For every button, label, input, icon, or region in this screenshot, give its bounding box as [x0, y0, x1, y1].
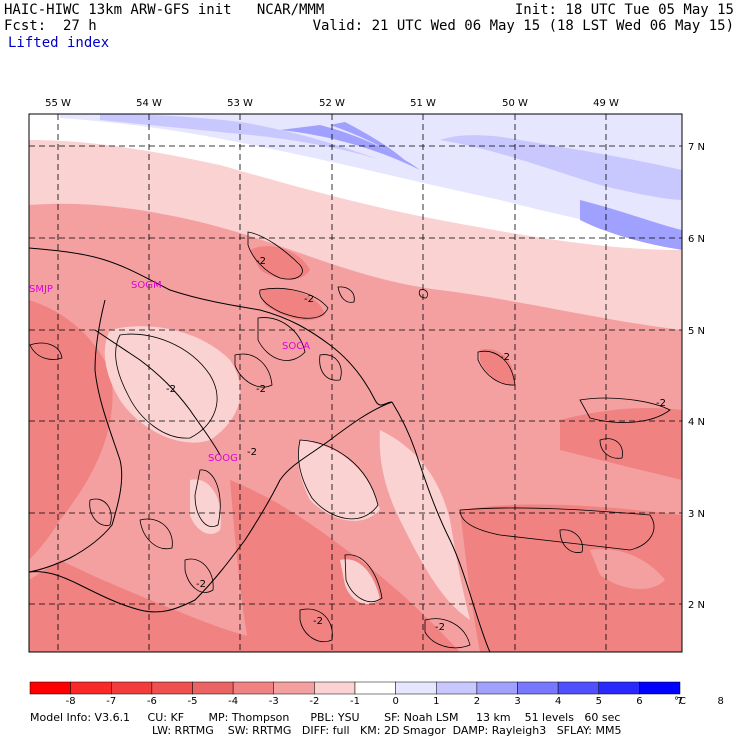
colorbar-tick-label: 8 — [717, 696, 723, 707]
borders — [29, 247, 491, 652]
station-smjp: SMJP — [29, 284, 53, 295]
colorbar-tick-label: 1 — [433, 696, 439, 707]
colorbar-tick-label: 5 — [596, 696, 602, 707]
colorbar-swatch — [70, 681, 112, 695]
colorbar-swatch — [557, 681, 599, 695]
colorbar-unit: °C — [674, 696, 686, 707]
lat-label: 5 N — [688, 326, 705, 337]
contour-label: -2 — [656, 398, 666, 409]
lat-lon-grid — [29, 114, 682, 652]
header-title: HAIC-HIWC 13km ARW-GFS init NCAR/MMM — [4, 2, 325, 18]
colorbar-swatch — [639, 681, 681, 695]
forecast-hour: Fcst: 27 h — [4, 18, 97, 34]
colorbar-swatch — [476, 681, 518, 695]
lon-label: 51 W — [410, 98, 436, 109]
model-info-line2: LW: RRTMG SW: RRTMG DIFF: full KM: 2D Sm… — [152, 724, 622, 737]
lat-label: 7 N — [688, 142, 705, 153]
contour-label: -2 — [247, 447, 257, 458]
lon-label: 53 W — [227, 98, 253, 109]
colorbar-swatch — [273, 681, 315, 695]
lon-label: 54 W — [136, 98, 162, 109]
contour-label: -2 — [313, 616, 323, 627]
lat-label: 4 N — [688, 417, 705, 428]
lon-label: 49 W — [593, 98, 619, 109]
colorbar-tick-label: 3 — [514, 696, 520, 707]
colorbar-swatch — [29, 681, 71, 695]
colorbar-tick-label: -2 — [309, 696, 319, 707]
contour-label: -2 — [256, 256, 266, 267]
colorbar-tick-label: -6 — [147, 696, 157, 707]
colorbar-swatch — [395, 681, 437, 695]
colorbar-swatch — [232, 681, 274, 695]
colorbar-tick-label: 6 — [636, 696, 642, 707]
lifted-index-field — [29, 114, 682, 652]
contour-label: -2 — [500, 352, 510, 363]
colorbar-swatch — [111, 681, 153, 695]
lon-label: 52 W — [319, 98, 345, 109]
colorbar-tick-label: 7 — [677, 696, 683, 707]
colorbar-swatch — [598, 681, 640, 695]
colorbar-tick-label: 4 — [555, 696, 561, 707]
valid-time: Valid: 21 UTC Wed 06 May 15 (18 LST Wed … — [312, 18, 734, 34]
lat-label: 2 N — [688, 600, 705, 611]
lat-labels: 7 N 6 N 5 N 4 N 3 N 2 N — [688, 142, 705, 611]
station-soca: SOCA — [282, 341, 310, 352]
lon-label: 50 W — [502, 98, 528, 109]
station-sogm: SOGM — [131, 280, 162, 291]
colorbar-swatch — [436, 681, 478, 695]
colorbar-tick-label: -4 — [228, 696, 238, 707]
contour-label: -2 — [166, 384, 176, 395]
colorbar-tick-label: -1 — [350, 696, 360, 707]
contour-label: -2 — [435, 622, 445, 633]
colorbar-tick-label: 0 — [392, 696, 398, 707]
stations: SMJP SOGM SOCA SOOG — [29, 280, 310, 464]
colorbar-swatch — [517, 681, 559, 695]
model-info-line1: Model Info: V3.6.1 CU: KF MP: Thompson P… — [30, 711, 621, 724]
contour-labels: -2 -2 -2 -2 -2 -2 -2 -2 -2 -2 — [166, 256, 666, 633]
contour-label: -2 — [256, 384, 266, 395]
colorbar-ticks: -8 -7 -6 -5 -4 -3 -2 -1 0 1 2 3 4 5 6 7 8 — [66, 696, 724, 707]
field-name: Lifted index — [8, 35, 110, 51]
lon-labels: 55 W 54 W 53 W 52 W 51 W 50 W 49 W — [45, 98, 619, 109]
colorbar-tick-label: 2 — [474, 696, 480, 707]
lon-label: 55 W — [45, 98, 71, 109]
contour-label: -2 — [304, 294, 314, 305]
lat-label: 6 N — [688, 234, 705, 245]
colorbar-swatch — [354, 681, 396, 695]
init-time: Init: 18 UTC Tue 05 May 15 — [514, 2, 734, 18]
colorbar-tick-label: -7 — [106, 696, 116, 707]
colorbar-tick-label: -3 — [269, 696, 279, 707]
colorbar-tick-label: -5 — [188, 696, 198, 707]
colorbar-swatch — [192, 681, 234, 695]
map-frame — [28, 113, 683, 653]
colorbar-swatch — [314, 681, 356, 695]
colorbar-tick-label: -8 — [66, 696, 76, 707]
colorbar-swatch — [151, 681, 193, 695]
station-soog: SOOG — [208, 453, 238, 464]
lat-label: 3 N — [688, 509, 705, 520]
contour-label: -2 — [196, 579, 206, 590]
colorbar — [29, 681, 681, 695]
